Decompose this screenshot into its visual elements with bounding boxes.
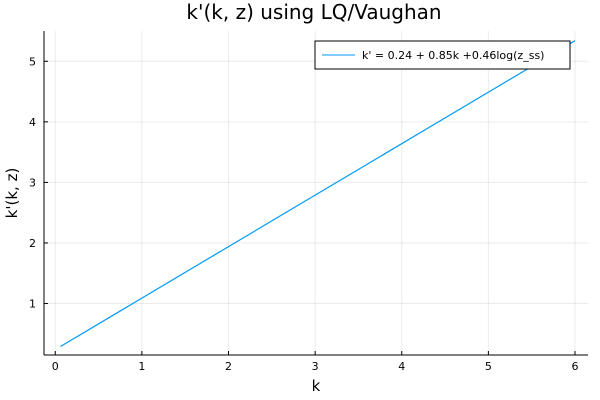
x-tick-label: 1 <box>138 360 145 373</box>
y-tick-label: 4 <box>29 116 36 129</box>
x-tick-label: 0 <box>52 360 59 373</box>
legend-entry: k' = 0.24 + 0.85k +0.46log(z_ss) <box>362 49 544 62</box>
legend: k' = 0.24 + 0.85k +0.46log(z_ss) <box>314 40 571 70</box>
legend-box <box>314 40 571 70</box>
x-axis-label: k <box>312 377 321 395</box>
y-tick-label: 5 <box>29 55 36 68</box>
y-axis-label: k'(k, z) <box>3 168 21 219</box>
x-tick-label: 5 <box>485 360 492 373</box>
y-tick-label: 3 <box>29 176 36 189</box>
series <box>60 40 576 348</box>
x-ticks: 0 1 2 3 4 5 6 <box>52 351 579 373</box>
y-tick-label: 2 <box>29 237 36 250</box>
x-tick-label: 6 <box>572 360 579 373</box>
series-line <box>60 40 576 348</box>
x-tick-label: 3 <box>312 360 319 373</box>
y-ticks: 1 2 3 4 5 <box>29 55 48 311</box>
x-tick-label: 4 <box>398 360 405 373</box>
chart-title: k'(k, z) using LQ/Vaughan <box>186 0 441 24</box>
grid <box>44 31 588 355</box>
x-tick-label: 2 <box>225 360 232 373</box>
y-tick-label: 1 <box>29 298 36 311</box>
